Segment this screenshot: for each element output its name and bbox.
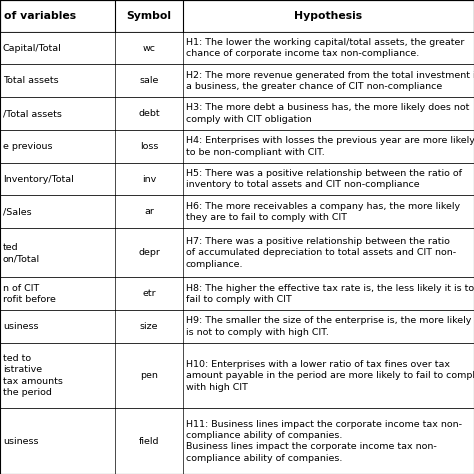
Text: etr: etr — [142, 289, 156, 298]
Text: pen: pen — [140, 371, 158, 380]
Bar — [0, 277, 474, 310]
Bar — [0, 64, 474, 97]
Bar — [0, 130, 474, 163]
Text: H2: The more revenue generated from the total investment in
a business, the grea: H2: The more revenue generated from the … — [186, 71, 474, 91]
Text: H8: The higher the effective tax rate is, the less likely it is to
fail to compl: H8: The higher the effective tax rate is… — [186, 283, 474, 304]
Text: H3: The more debt a business has, the more likely does not
comply with CIT oblig: H3: The more debt a business has, the mo… — [186, 103, 469, 124]
Text: H7: There was a positive relationship between the ratio
of accumulated depreciat: H7: There was a positive relationship be… — [186, 237, 456, 269]
Bar — [0, 409, 474, 474]
Bar — [0, 163, 474, 195]
Text: Total assets: Total assets — [3, 76, 59, 85]
Text: ar: ar — [144, 207, 154, 216]
Text: /Total assets: /Total assets — [3, 109, 62, 118]
Text: loss: loss — [140, 142, 158, 151]
Text: H11: Business lines impact the corporate income tax non-
compliance ability of c: H11: Business lines impact the corporate… — [186, 419, 462, 463]
Bar — [0, 195, 474, 228]
Text: depr: depr — [138, 248, 160, 257]
Text: inv: inv — [142, 174, 156, 183]
Bar — [0, 97, 474, 130]
Text: H9: The smaller the size of the enterprise is, the more likely
is not to comply : H9: The smaller the size of the enterpri… — [186, 316, 471, 337]
Text: H4: Enterprises with losses the previous year are more likely
to be non-complian: H4: Enterprises with losses the previous… — [186, 136, 474, 156]
Text: H10: Enterprises with a lower ratio of tax fines over tax
amount payable in the : H10: Enterprises with a lower ratio of t… — [186, 360, 474, 392]
Text: Inventory/Total: Inventory/Total — [3, 174, 74, 183]
Text: Symbol: Symbol — [127, 11, 172, 21]
Text: ted to
istrative
tax amounts
the period: ted to istrative tax amounts the period — [3, 354, 63, 397]
Text: field: field — [139, 437, 159, 446]
Bar — [0, 32, 474, 64]
Text: of variables: of variables — [4, 11, 76, 21]
Text: Hypothesis: Hypothesis — [294, 11, 363, 21]
Text: sale: sale — [139, 76, 159, 85]
Text: usiness: usiness — [3, 322, 38, 331]
Text: Capital/Total: Capital/Total — [3, 44, 62, 53]
Text: H5: There was a positive relationship between the ratio of
inventory to total as: H5: There was a positive relationship be… — [186, 169, 462, 189]
Text: usiness: usiness — [3, 437, 38, 446]
Bar — [0, 310, 474, 343]
Text: size: size — [140, 322, 158, 331]
Bar — [0, 0, 474, 32]
Text: H6: The more receivables a company has, the more likely
they are to fail to comp: H6: The more receivables a company has, … — [186, 201, 460, 222]
Bar — [0, 343, 474, 409]
Text: n of CIT
rofit before: n of CIT rofit before — [3, 283, 56, 304]
Text: ted
on/Total: ted on/Total — [3, 243, 40, 263]
Text: e previous: e previous — [3, 142, 53, 151]
Text: wc: wc — [143, 44, 155, 53]
Text: /Sales: /Sales — [3, 207, 32, 216]
Bar — [0, 228, 474, 277]
Text: debt: debt — [138, 109, 160, 118]
Text: H1: The lower the working capital/total assets, the greater
chance of corporate : H1: The lower the working capital/total … — [186, 38, 465, 58]
